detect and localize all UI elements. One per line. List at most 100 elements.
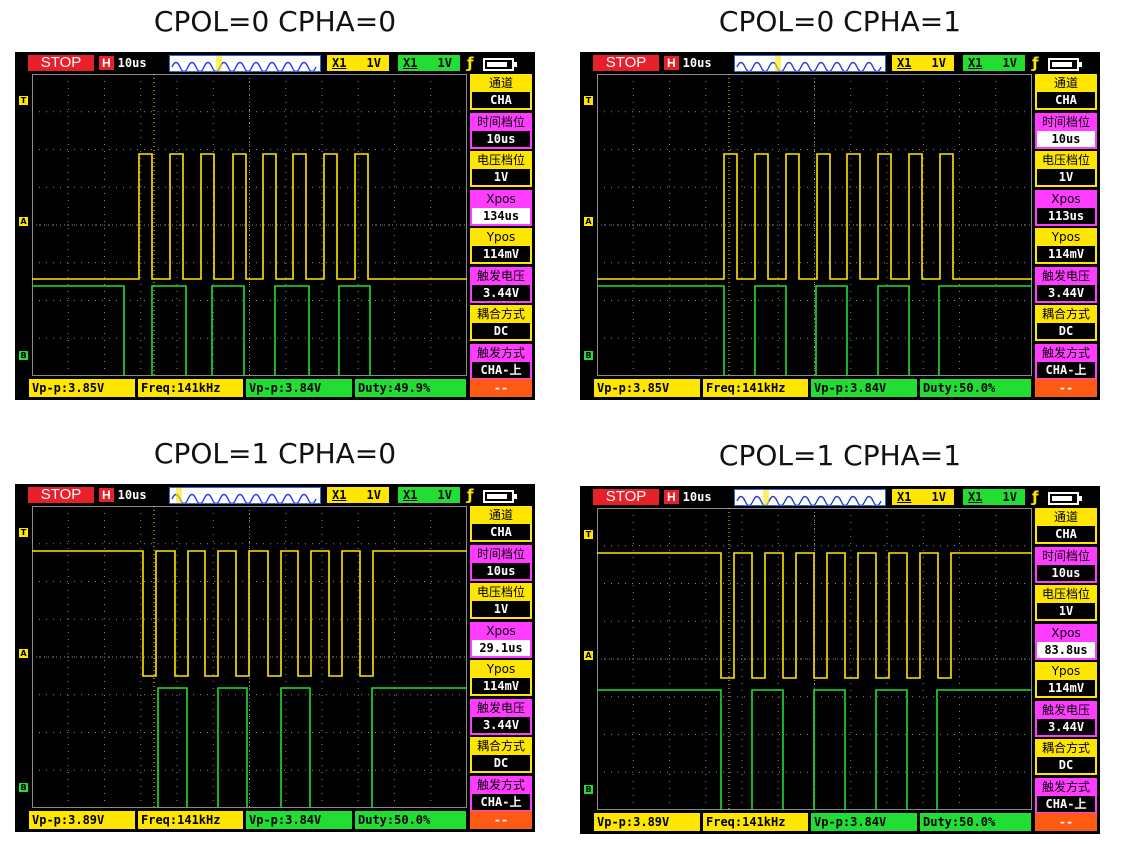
battery-icon <box>483 490 517 503</box>
side-menu-item[interactable]: 触发方式 CHA-上 <box>470 343 532 380</box>
side-menu-value: 10us <box>472 130 530 147</box>
side-menu-item[interactable]: 耦合方式 DC <box>470 305 532 341</box>
side-menu-item[interactable]: Xpos 29.1us <box>470 621 532 658</box>
side-menu-value: CHA <box>1037 92 1095 108</box>
side-menu-value: CHA <box>472 524 530 540</box>
side-menu-item[interactable]: 触发方式 CHA-上 <box>1035 777 1097 814</box>
vpp-ch2: Vp-p:3.84V <box>246 811 352 829</box>
timebase-indicator: H 10us <box>99 55 147 71</box>
ch2-scale-box[interactable]: X1 1V <box>963 489 1025 505</box>
side-menu-value: 114mV <box>472 246 530 262</box>
side-menu-item[interactable]: 时间档位 10us <box>470 544 532 581</box>
clock-trace <box>32 153 467 280</box>
channel-b-marker: B <box>584 351 593 360</box>
side-menu-item[interactable]: 触发方式 CHA-上 <box>470 775 532 812</box>
side-menu-item[interactable]: 耦合方式 DC <box>1035 739 1097 775</box>
side-menu-value: 3.44V <box>1037 284 1095 301</box>
side-menu-label: Ypos <box>1051 664 1081 678</box>
side-menu-label: 耦合方式 <box>476 307 525 321</box>
run-stop-button[interactable]: STOP <box>593 55 659 71</box>
side-menu-value: 114mV <box>472 678 530 694</box>
side-menu-item[interactable]: Ypos 114mV <box>1035 662 1097 698</box>
channel-a-marker: A <box>19 649 28 658</box>
side-menu-value: CHA-上 <box>1037 795 1095 812</box>
side-menu-value: 134us <box>472 207 530 224</box>
duty-readout: Duty:49.9% <box>355 379 466 397</box>
trigger-level-marker: T <box>584 530 593 539</box>
waveform-overview <box>169 55 321 73</box>
vpp-ch2: Vp-p:3.84V <box>246 379 352 397</box>
side-menu-item[interactable]: Ypos 114mV <box>1035 228 1097 264</box>
side-menu-item[interactable]: 通道 CHA <box>470 506 532 542</box>
side-menu-item[interactable]: 耦合方式 DC <box>470 737 532 773</box>
side-menu-item[interactable]: Xpos 134us <box>470 189 532 226</box>
channel-b-marker: B <box>19 351 28 360</box>
side-menu-item[interactable]: 通道 CHA <box>1035 508 1097 544</box>
rising-edge-icon: ƒ <box>467 54 474 72</box>
side-menu-label: 触发电压 <box>476 700 525 715</box>
ch1-scale-box[interactable]: X1 1V <box>327 487 389 503</box>
data-trace <box>157 687 467 808</box>
extra-readout[interactable]: -- <box>470 811 532 829</box>
side-menu-label: 触发电压 <box>476 268 525 283</box>
side-menu-item[interactable]: 电压档位 1V <box>470 151 532 187</box>
run-stop-button[interactable]: STOP <box>28 487 94 503</box>
side-menu-item[interactable]: 电压档位 1V <box>1035 151 1097 187</box>
side-menu-label: 电压档位 <box>476 153 525 167</box>
extra-readout[interactable]: -- <box>1035 813 1097 831</box>
side-menu-label: Ypos <box>486 662 516 676</box>
side-menu-item[interactable]: 时间档位 10us <box>470 112 532 149</box>
ch1-scale-box[interactable]: X1 1V <box>327 55 389 71</box>
ch2-scale-box[interactable]: X1 1V <box>963 55 1025 71</box>
timebase-indicator: H 10us <box>664 489 712 505</box>
side-menu-item[interactable]: 触发电压 3.44V <box>1035 700 1097 737</box>
side-menu-value: CHA-上 <box>472 361 530 378</box>
ch1-scale-box[interactable]: X1 1V <box>892 489 954 505</box>
side-menu-item[interactable]: Xpos 113us <box>1035 189 1097 226</box>
side-menu-item[interactable]: 触发电压 3.44V <box>1035 266 1097 303</box>
side-menu-label: 时间档位 <box>476 114 525 129</box>
side-menu-item[interactable]: 触发电压 3.44V <box>470 266 532 303</box>
ch2-scale-box[interactable]: X1 1V <box>398 55 460 71</box>
side-menu-value: 1V <box>472 169 530 185</box>
vpp-ch2: Vp-p:3.84V <box>811 813 917 831</box>
channel-b-marker: B <box>19 783 28 792</box>
side-menu-item[interactable]: Ypos 114mV <box>470 228 532 264</box>
ch1-scale-box[interactable]: X1 1V <box>892 55 954 71</box>
waveform-grid <box>32 74 467 376</box>
side-menu-label: 触发电压 <box>1041 268 1090 283</box>
duty-readout: Duty:50.0% <box>920 813 1031 831</box>
battery-icon <box>483 58 517 71</box>
scope-panel-4: CPOL=1 CPHA=1 STOP H 10us X1 1V X1 1V ƒ T A… <box>580 436 1100 836</box>
vpp-ch1: Vp-p:3.89V <box>594 813 700 831</box>
side-menu-item[interactable]: 耦合方式 DC <box>1035 305 1097 341</box>
side-menu-label: 耦合方式 <box>476 739 525 753</box>
oscilloscope-screen: STOP H 10us X1 1V X1 1V ƒ T A B 通道 CHA 时间档位 10… <box>580 486 1100 834</box>
side-menu-item[interactable]: 电压档位 1V <box>470 583 532 619</box>
run-stop-button[interactable]: STOP <box>593 489 659 505</box>
side-menu-value: 1V <box>472 601 530 617</box>
data-trace <box>32 285 371 376</box>
run-stop-button[interactable]: STOP <box>28 55 94 71</box>
side-menu-value: 83.8us <box>1037 641 1095 658</box>
side-menu-label: 通道 <box>488 76 513 90</box>
side-menu-item[interactable]: 通道 CHA <box>1035 74 1097 110</box>
ch2-scale-box[interactable]: X1 1V <box>398 487 460 503</box>
side-menu-label: 电压档位 <box>1041 587 1090 601</box>
side-menu-item[interactable]: 通道 CHA <box>470 74 532 110</box>
side-menu-item[interactable]: 触发电压 3.44V <box>470 698 532 735</box>
side-menu-item[interactable]: 时间档位 10us <box>1035 546 1097 583</box>
oscilloscope-screen: STOP H 10us X1 1V X1 1V ƒ T A B 通道 CHA 时间档位 10… <box>15 484 535 832</box>
side-menu-item[interactable]: 时间档位 10us <box>1035 112 1097 149</box>
extra-readout[interactable]: -- <box>1035 379 1097 397</box>
side-menu-item[interactable]: 触发方式 CHA-上 <box>1035 343 1097 380</box>
side-menu-item[interactable]: 电压档位 1V <box>1035 585 1097 621</box>
clock-trace <box>597 552 1032 679</box>
panel-title: CPOL=0 CPHA=0 <box>153 5 397 38</box>
oscilloscope-screen: STOP H 10us X1 1V X1 1V ƒ T A B 通道 CHA 时间档位 10… <box>580 52 1100 400</box>
side-menu-item[interactable]: Xpos 83.8us <box>1035 623 1097 660</box>
extra-readout[interactable]: -- <box>470 379 532 397</box>
side-menu-label: 时间档位 <box>476 546 525 561</box>
channel-b-marker: B <box>584 785 593 794</box>
side-menu-item[interactable]: Ypos 114mV <box>470 660 532 696</box>
